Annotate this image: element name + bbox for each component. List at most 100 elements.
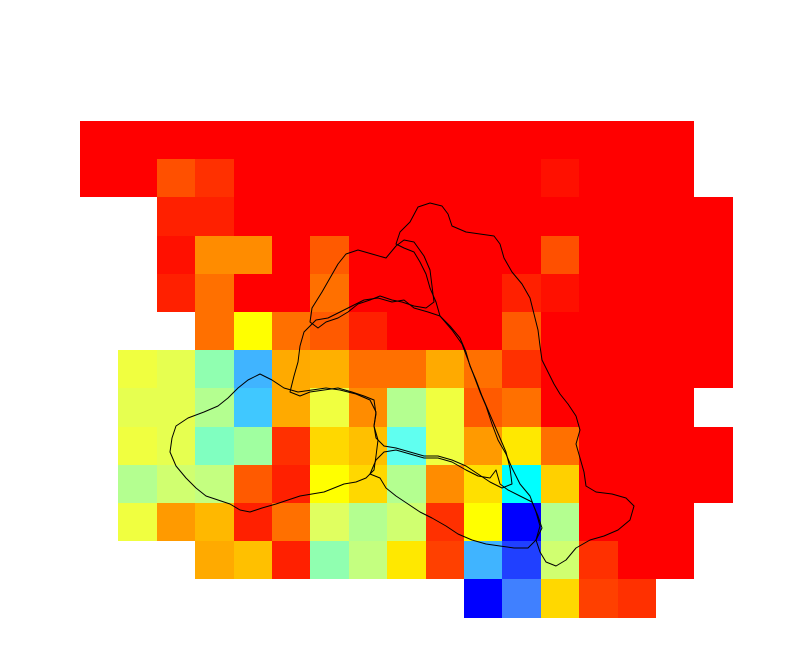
heatmap-cell-r10-c1	[118, 503, 157, 541]
heatmap-cell-r4-c6	[310, 274, 349, 312]
heatmap-cell-r2-c15	[656, 197, 694, 236]
catchment-outline-south	[369, 449, 543, 549]
heatmap-cell-r10-c15	[656, 503, 694, 541]
heatmap-cell-r7-c14	[618, 388, 656, 427]
heatmap-cell-r4-c15	[656, 274, 694, 312]
heatmap-cell-r0-c10	[464, 121, 502, 159]
heatmap-cell-r8-c6	[310, 427, 349, 465]
heatmap-cell-r1-c12	[541, 159, 579, 197]
heatmap-cell-r4-c10	[464, 274, 502, 312]
heatmap-cell-r3-c3	[195, 236, 234, 274]
heatmap-cell-r5-c4	[234, 312, 272, 350]
heatmap-cell-r4-c14	[618, 274, 656, 312]
heatmap-cell-r2-c6	[310, 197, 349, 236]
heatmap-cell-r11-c10	[464, 541, 502, 579]
heatmap-cell-r5-c8	[387, 312, 426, 350]
heatmap-cell-r6-c1	[118, 350, 157, 388]
heatmap-cell-r8-c16	[694, 427, 733, 465]
heatmap-cell-r10-c3	[195, 503, 234, 541]
heatmap-cell-r8-c14	[618, 427, 656, 465]
heatmap-cell-r9-c14	[618, 465, 656, 503]
heatmap-cell-r2-c8	[387, 197, 426, 236]
heatmap-cell-r10-c9	[426, 503, 464, 541]
heatmap-cell-r5-c12	[541, 312, 579, 350]
heatmap-cell-r2-c11	[502, 197, 541, 236]
heatmap-cell-r1-c3	[195, 159, 234, 197]
heatmap-cell-r6-c15	[656, 350, 694, 388]
heatmap-cell-r11-c14	[618, 541, 656, 579]
heatmap-cell-r3-c6	[310, 236, 349, 274]
heatmap-cell-r2-c7	[349, 197, 387, 236]
heatmap-cell-r8-c7	[349, 427, 387, 465]
heatmap-cell-r4-c8	[387, 274, 426, 312]
heatmap-cell-r11-c3	[195, 541, 234, 579]
heatmap-cell-r11-c5	[272, 541, 310, 579]
heatmap-cell-r9-c5	[272, 465, 310, 503]
heatmap-cell-r3-c13	[579, 236, 618, 274]
heatmap-cell-r8-c1	[118, 427, 157, 465]
heatmap-cell-r2-c5	[272, 197, 310, 236]
heatmap-cell-r10-c12	[541, 503, 579, 541]
heatmap-cell-r10-c10	[464, 503, 502, 541]
heatmap-cell-r4-c12	[541, 274, 579, 312]
heatmap-cell-r0-c14	[618, 121, 656, 159]
heatmap-cell-r8-c5	[272, 427, 310, 465]
heatmap-cell-r1-c0	[80, 159, 118, 197]
heatmap-cell-r1-c11	[502, 159, 541, 197]
heatmap-cell-r0-c6	[310, 121, 349, 159]
heatmap-cell-r4-c4	[234, 274, 272, 312]
heatmap-cell-r1-c9	[426, 159, 464, 197]
heatmap-cell-r11-c7	[349, 541, 387, 579]
heatmap-cells	[80, 121, 733, 618]
heatmap-cell-r5-c16	[694, 312, 733, 350]
heatmap-cell-r9-c2	[157, 465, 195, 503]
catchment-outline-north	[309, 239, 435, 329]
heatmap-cell-r10-c13	[579, 503, 618, 541]
heatmap-cell-r1-c6	[310, 159, 349, 197]
heatmap-cell-r5-c7	[349, 312, 387, 350]
heatmap-cell-r8-c4	[234, 427, 272, 465]
heatmap-cell-r3-c14	[618, 236, 656, 274]
heatmap-cell-r7-c2	[157, 388, 195, 427]
heatmap-cell-r3-c15	[656, 236, 694, 274]
heatmap-cell-r5-c15	[656, 312, 694, 350]
heatmap-cell-r7-c6	[310, 388, 349, 427]
heatmap-cell-r3-c2	[157, 236, 195, 274]
heatmap-cell-r9-c8	[387, 465, 426, 503]
heatmap-cell-r6-c14	[618, 350, 656, 388]
heatmap-cell-r6-c5	[272, 350, 310, 388]
heatmap-cell-r6-c10	[464, 350, 502, 388]
heatmap-cell-r1-c7	[349, 159, 387, 197]
heatmap-cell-r5-c9	[426, 312, 464, 350]
heatmap-cell-r2-c3	[195, 197, 234, 236]
heatmap-cell-r7-c1	[118, 388, 157, 427]
heatmap-cell-r11-c13	[579, 541, 618, 579]
heatmap-cell-r9-c6	[310, 465, 349, 503]
heatmap-cell-r2-c9	[426, 197, 464, 236]
heatmap-cell-r5-c6	[310, 312, 349, 350]
heatmap-cell-r10-c8	[387, 503, 426, 541]
heatmap-cell-r7-c15	[656, 388, 694, 427]
heatmap-cell-r6-c6	[310, 350, 349, 388]
heatmap-cell-r6-c2	[157, 350, 195, 388]
heatmap-cell-r3-c9	[426, 236, 464, 274]
catchment-outlines	[169, 202, 635, 567]
heatmap-cell-r10-c7	[349, 503, 387, 541]
heatmap-cell-r6-c4	[234, 350, 272, 388]
heatmap-cell-r11-c4	[234, 541, 272, 579]
heatmap-cell-r8-c8	[387, 427, 426, 465]
heatmap-cell-r7-c13	[579, 388, 618, 427]
heatmap-cell-r5-c10	[464, 312, 502, 350]
heatmap-cell-r4-c5	[272, 274, 310, 312]
heatmap-cell-r7-c8	[387, 388, 426, 427]
heatmap-cell-r9-c9	[426, 465, 464, 503]
heatmap-cell-r3-c7	[349, 236, 387, 274]
heatmap-cell-r0-c3	[195, 121, 234, 159]
heatmap-cell-r8-c10	[464, 427, 502, 465]
heatmap-cell-r0-c5	[272, 121, 310, 159]
heatmap-cell-r4-c3	[195, 274, 234, 312]
heatmap-cell-r9-c16	[694, 465, 733, 503]
heatmap-cell-r0-c1	[118, 121, 157, 159]
heatmap-cell-r1-c13	[579, 159, 618, 197]
heatmap-cell-r11-c12	[541, 541, 579, 579]
